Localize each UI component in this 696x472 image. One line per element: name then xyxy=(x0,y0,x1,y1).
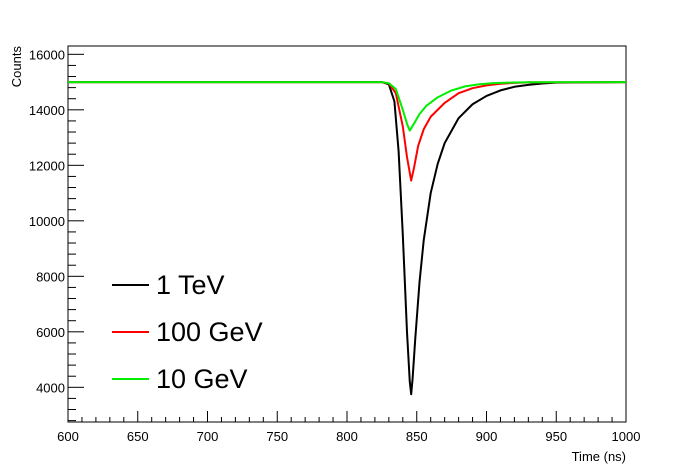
x-tick-label: 750 xyxy=(266,429,288,444)
x-tick-label: 800 xyxy=(336,429,358,444)
series-line-1 xyxy=(68,81,627,396)
legend: 1 TeV 100 GeV 10 GeV xyxy=(112,270,263,394)
y-tick-label: 8000 xyxy=(36,269,65,284)
y-tick-label: 16000 xyxy=(29,47,65,62)
x-tick-label: 1000 xyxy=(612,429,641,444)
x-axis-title: Time (ns) xyxy=(572,449,626,464)
x-axis: 600 650 700 750 800 850 900 950 1000 xyxy=(57,411,640,444)
y-axis: 4000 6000 8000 10000 12000 14000 16000 xyxy=(29,47,84,422)
series-line-3 xyxy=(68,81,627,132)
series-layer xyxy=(68,81,627,396)
x-tick-label: 950 xyxy=(545,429,567,444)
plot-frame xyxy=(67,45,627,423)
x-tick-label: 700 xyxy=(197,429,219,444)
legend-label: 100 GeV xyxy=(156,317,263,347)
y-axis-title: Counts xyxy=(9,46,24,88)
y-tick-label: 14000 xyxy=(29,103,65,118)
x-tick-label: 650 xyxy=(127,429,149,444)
y-tick-label: 12000 xyxy=(29,158,65,173)
y-tick-label: 4000 xyxy=(36,380,65,395)
x-tick-label: 900 xyxy=(476,429,498,444)
legend-label: 10 GeV xyxy=(156,364,248,394)
y-tick-label: 10000 xyxy=(29,214,65,229)
x-tick-label: 600 xyxy=(57,429,79,444)
x-tick-label: 850 xyxy=(406,429,428,444)
legend-label: 1 TeV xyxy=(156,270,225,300)
series-line-2 xyxy=(68,81,627,182)
y-tick-label: 6000 xyxy=(36,325,65,340)
